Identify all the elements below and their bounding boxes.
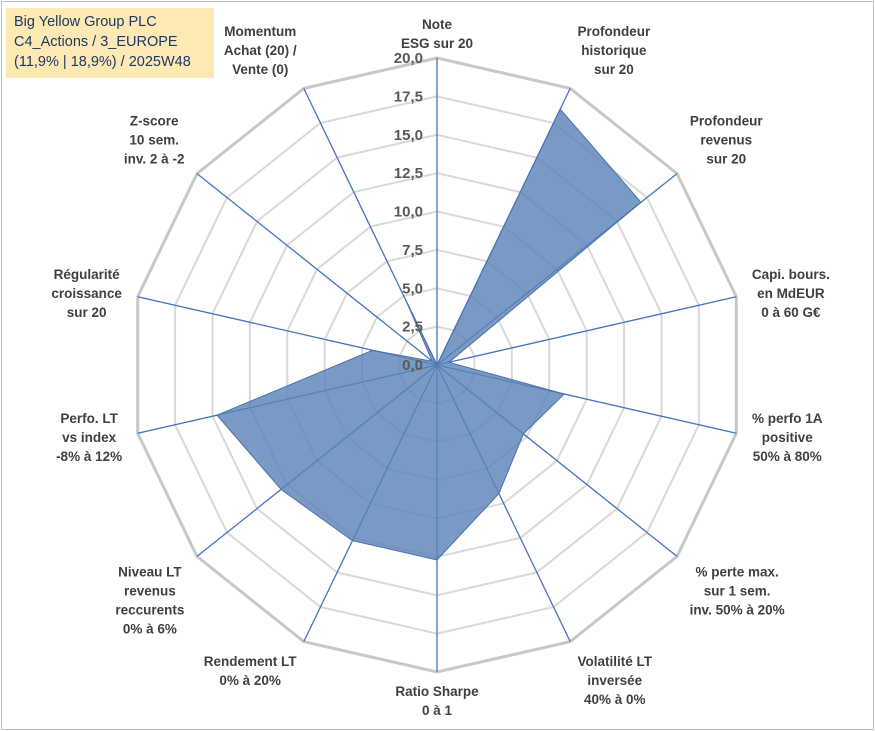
axis-label: Capi. bours. en MdEUR 0 à 60 G€ [752,267,830,320]
tick-label: 20,0 [394,50,423,67]
tick-label: 2,5 [402,319,423,336]
title-company: Big Yellow Group PLC [14,14,157,30]
tick-label: 15,0 [394,127,423,144]
title-category: C4_Actions / 3_EUROPE [14,34,178,50]
tick-label: 7,5 [402,242,423,259]
axis-label: Momentum Achat (20) / Vente (0) [224,24,297,77]
axis-label: Z-score 10 sem. inv. 2 à -2 [124,114,185,167]
axis-label: Rendement LT 0% à 20% [204,654,298,688]
axis-label: % perfo 1A positive 50% à 80% [752,411,823,464]
axis-label: Régularité croissance sur 20 [51,267,122,320]
tick-label: 17,5 [394,88,423,105]
chart-title-box: Big Yellow Group PLC C4_Actions / 3_EURO… [6,8,214,78]
axis-label: Niveau LT revenus reccurents 0% à 6% [115,564,184,636]
axis-label: Profondeur historique sur 20 [578,24,651,77]
axis-spoke [436,296,737,366]
title-period: (11,9% | 18,9%) / 2025W48 [14,54,191,70]
radar-tick-labels: 0,0 2,5 5,0 7,5 10,0 12,5 15,0 17,5 20,0 [394,50,423,374]
axis-label: Ratio Sharpe 0 à 1 [395,684,479,718]
axis-label: Profondeur revenus sur 20 [690,114,763,167]
axis-label: Volatilité LT inversée 40% à 0% [578,654,653,707]
tick-label: 0,0 [402,357,423,374]
tick-label: 12,5 [394,165,423,182]
radar-axis-labels: Note ESG sur 20 Profondeur historique sur 20… [51,17,830,718]
axis-label: Note ESG sur 20 [401,17,473,51]
axis-label: % perte max. sur 1 sem. inv. 50% à 20% [690,564,785,617]
tick-label: 5,0 [402,280,423,297]
axis-label: Perfo. LT vs index -8% à 12% [56,411,122,464]
series-area [216,108,642,561]
tick-label: 10,0 [394,204,423,221]
axis-spoke [196,173,438,366]
radar-series [216,108,642,561]
